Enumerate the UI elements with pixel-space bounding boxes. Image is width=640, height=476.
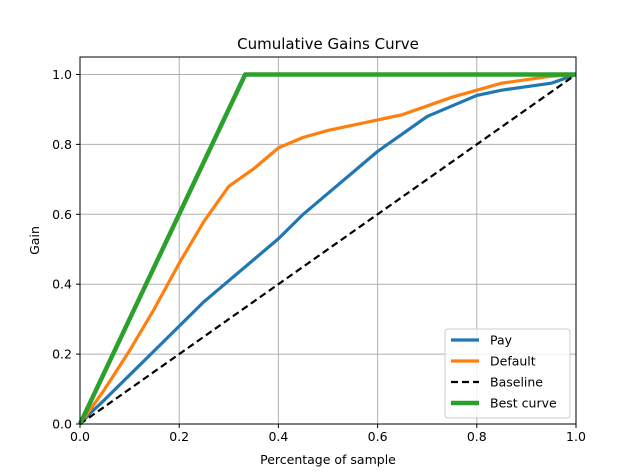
series-line-baseline	[79, 73, 577, 425]
x-axis-label: Percentage of sample	[260, 452, 396, 467]
chart-title: Cumulative Gains Curve	[237, 35, 419, 53]
y-tick-label: 0.2	[52, 347, 72, 362]
x-tick-label: 1.0	[566, 429, 586, 444]
y-tick-label: 0.6	[52, 207, 72, 222]
legend-label-best-curve: Best curve	[490, 396, 557, 411]
series-line-default	[78, 72, 577, 425]
legend: Pay Default Baseline Best curve	[444, 328, 571, 419]
legend-frame	[444, 328, 571, 419]
y-tick-label: 0.8	[52, 137, 72, 152]
y-tick-label: 0.4	[52, 277, 72, 292]
y-tick-label: 0.0	[52, 417, 72, 432]
series-line-best-curve	[77, 72, 576, 425]
y-axis-label: Gain	[27, 226, 42, 255]
legend-label-pay: Pay	[490, 333, 513, 348]
x-tick-label: 0.0	[70, 429, 90, 444]
axes-frame	[79, 56, 577, 425]
legend-label-default: Default	[490, 354, 536, 369]
series-lines	[77, 72, 577, 426]
series-line-pay	[78, 72, 577, 426]
x-tick-label: 0.4	[268, 429, 288, 444]
legend-label-baseline: Baseline	[490, 375, 543, 390]
x-tick-label: 0.6	[368, 429, 388, 444]
x-tick-label: 0.2	[169, 429, 189, 444]
x-tick-label: 0.8	[467, 429, 487, 444]
ticks: 0.0 0.2 0.4 0.6 0.8 1.0 0.0 0.2 0.4 0.6 0.8 1.0	[52, 67, 586, 444]
y-tick-label: 1.0	[52, 67, 72, 82]
